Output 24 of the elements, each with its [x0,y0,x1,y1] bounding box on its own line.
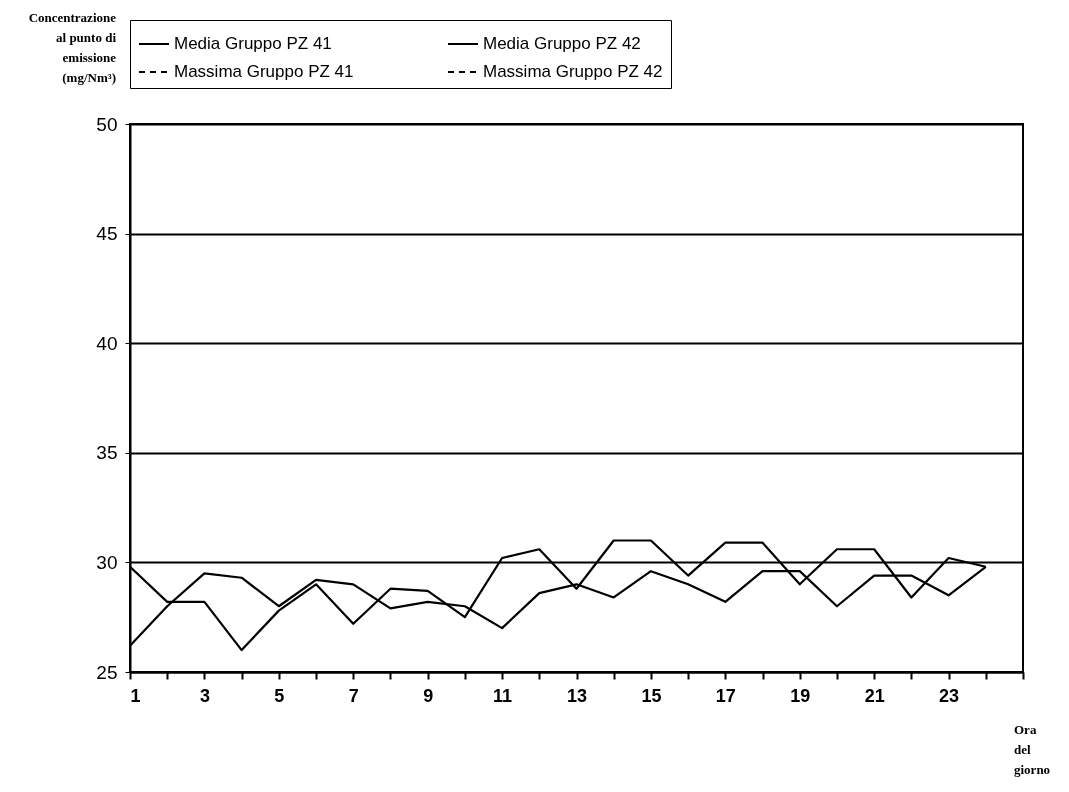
legend-label: Media Gruppo PZ 42 [483,34,641,53]
y-tick-label: 40 [96,332,118,354]
x-tick-label: 21 [864,685,885,706]
x-tick-label: 3 [199,685,210,706]
y-tick-label: 30 [96,551,118,573]
y-tick-label: 50 [96,113,118,135]
y-tick-label: 25 [96,661,118,683]
x-tick-label: 17 [715,685,736,706]
x-tick-label: 5 [274,685,285,706]
x-tick-label: 1 [130,685,141,706]
y-axis-title: Concentrazione al punto di emissione (mg/Nm³) [28,10,117,85]
y-tick-label: 45 [96,223,118,245]
x-tick-label: 19 [790,685,811,706]
x-tick-label: 23 [939,685,960,706]
x-tick-label: 9 [423,685,434,706]
legend-label: Massima Gruppo PZ 41 [174,62,354,81]
x-tick-label: 11 [493,685,513,706]
y-tick-label: 35 [96,442,118,464]
x-tick-label: 13 [566,685,588,706]
x-tick-label: 15 [641,685,662,706]
x-tick-label: 7 [348,685,359,706]
legend-label: Media Gruppo PZ 41 [174,34,332,53]
x-axis-title: Ora del giorno [1014,722,1051,777]
legend-label: Massima Gruppo PZ 42 [483,62,663,81]
